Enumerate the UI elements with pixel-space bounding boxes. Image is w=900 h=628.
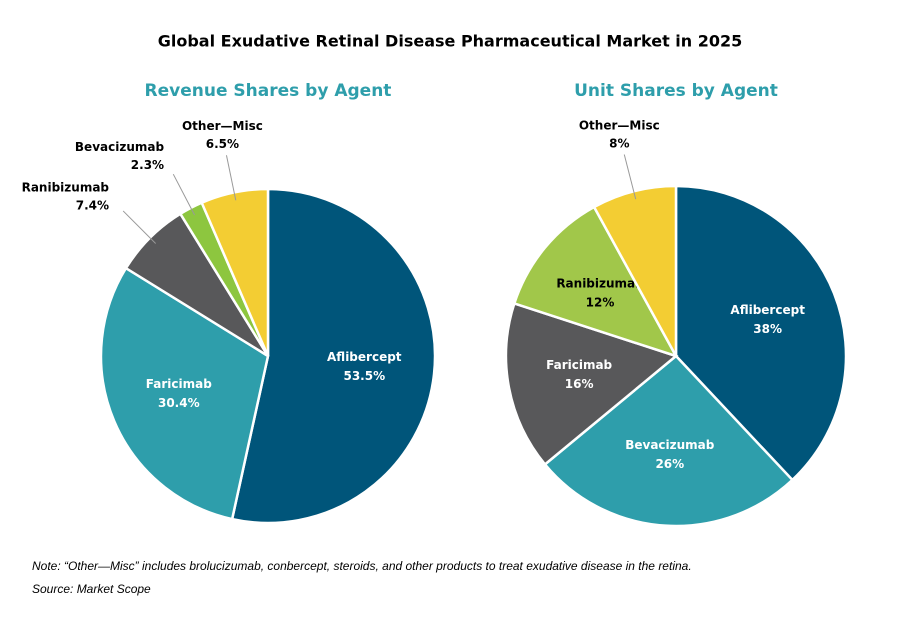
leader-line xyxy=(122,210,157,244)
slice-label: Aflibercept xyxy=(730,303,805,317)
slice-label: Faricimab xyxy=(146,377,212,391)
chart-title: Unit Shares by Agent xyxy=(574,81,778,101)
value-label: 7.4% xyxy=(76,198,109,212)
slice-label: Ranibizumab xyxy=(22,180,110,194)
value-label: 30.4% xyxy=(158,396,200,410)
value-label: 38% xyxy=(753,322,782,336)
slice-label: Other—Misc xyxy=(579,119,660,133)
value-label: 2.3% xyxy=(131,158,164,172)
slice-label: Other—Misc xyxy=(182,119,263,133)
leader-line xyxy=(623,154,637,200)
slice-label: Ranibizumab xyxy=(556,277,644,291)
value-label: 16% xyxy=(565,377,594,391)
slice-label: Aflibercept xyxy=(327,350,402,364)
slice-label: Bevacizumab xyxy=(625,438,715,452)
note: Note: “Other—Misc” includes brolucizumab… xyxy=(32,559,692,573)
value-label: 12% xyxy=(586,296,615,310)
pie-slice xyxy=(543,354,795,528)
pie-slice xyxy=(504,301,679,467)
pie-slice xyxy=(512,205,679,359)
main-title: Global Exudative Retinal Disease Pharmac… xyxy=(158,32,743,51)
value-label: 26% xyxy=(655,457,684,471)
pie-slice xyxy=(230,187,437,525)
value-label: 53.5% xyxy=(343,369,385,383)
value-label: 6.5% xyxy=(206,137,239,151)
pie-slice xyxy=(674,184,848,482)
leader-line xyxy=(172,173,195,216)
chart-title: Revenue Shares by Agent xyxy=(145,81,392,101)
value-label: 8% xyxy=(609,137,629,151)
slice-label: Bevacizumab xyxy=(75,140,165,154)
slice-label: Faricimab xyxy=(546,358,612,372)
source: Source: Market Scope xyxy=(32,582,151,596)
leader-line xyxy=(225,155,237,201)
